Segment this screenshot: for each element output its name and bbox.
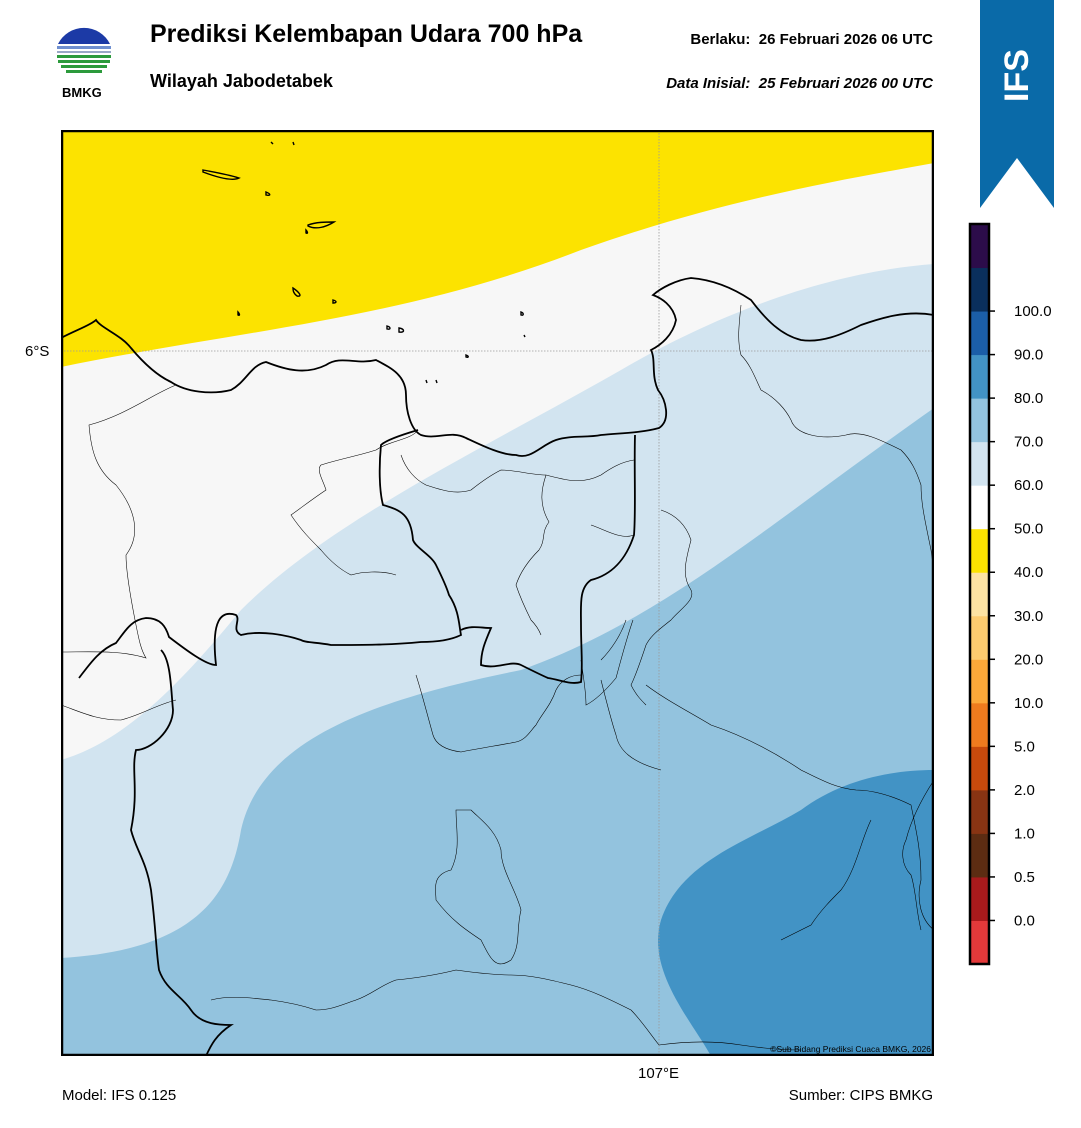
colorbar-segment — [970, 920, 989, 965]
colorbar-tick-label: 60.0 — [1014, 477, 1043, 494]
colorbar-tick-label: 20.0 — [1014, 651, 1043, 668]
colorbar-segment — [970, 485, 989, 530]
colorbar-segment — [970, 876, 989, 921]
valid-label: Berlaku: — [690, 31, 751, 48]
colorbar-segment — [970, 833, 989, 878]
colorbar-segment — [970, 311, 989, 356]
colorbar-frame — [968, 222, 991, 966]
regency-borders — [61, 304, 934, 1051]
colorbar-segment — [970, 267, 989, 312]
band-80-90 — [657, 770, 934, 1056]
colorbar-tick-label: 1.0 — [1014, 825, 1035, 842]
colorbar: 0.0 0.5 1.0 2.0 5.0 10.0 20.0 30.0 40.0 50.0 60.0 7… — [968, 222, 1052, 966]
source-label: Sumber: CIPS BMKG — [788, 1087, 933, 1104]
colorbar-segment — [970, 224, 989, 269]
colorbar-tick-label: 5.0 — [1014, 738, 1035, 755]
colorbar-tick-label: 50.0 — [1014, 521, 1043, 538]
humidity-map: ©Sub Bidang Prediksi Cuaca BMKG, 2026 — [61, 130, 934, 1056]
colorbar-tick-label: 2.0 — [1014, 782, 1035, 799]
colorbar-tick-label: 40.0 — [1014, 564, 1043, 581]
colorbar-tick-label: 0.5 — [1014, 869, 1035, 886]
init-value: 25 Februari 2026 00 UTC — [758, 75, 933, 92]
map-copyright: ©Sub Bidang Prediksi Cuaca BMKG, 2026 — [770, 1044, 931, 1054]
colorbar-segment — [970, 528, 989, 573]
colorbar-ticks: 0.0 0.5 1.0 2.0 5.0 10.0 20.0 30.0 40.0 50.0 60.0 7… — [989, 303, 1052, 929]
islands — [202, 141, 526, 384]
model-ribbon — [980, 0, 1054, 208]
colorbar-segments — [970, 224, 989, 965]
colorbar-tick-label: 100.0 — [1014, 303, 1052, 320]
bmkg-logo-icon — [54, 23, 114, 83]
logo-text: BMKG — [62, 85, 102, 100]
colorbar-tick-label: 10.0 — [1014, 695, 1043, 712]
init-label: Data Inisial: — [666, 75, 751, 92]
page-title: Prediksi Kelembapan Udara 700 hPa — [150, 20, 583, 48]
coastline — [61, 277, 934, 457]
colorbar-segment — [970, 354, 989, 399]
init-time: Data Inisial: 25 Februari 2026 00 UTC — [666, 75, 933, 92]
colorbar-tick-label: 90.0 — [1014, 347, 1043, 364]
bmkg-logo — [52, 20, 116, 86]
province-borders — [78, 429, 636, 1056]
colorbar-segment — [970, 572, 989, 617]
colorbar-segment — [970, 615, 989, 660]
map-frame — [61, 130, 934, 1056]
colorbar-tick-label: 70.0 — [1014, 434, 1043, 451]
colorbar-segment — [970, 702, 989, 747]
colorbar-segment — [970, 441, 989, 486]
valid-time: Berlaku: 26 Februari 2026 06 UTC — [690, 31, 933, 48]
colorbar-segment — [970, 398, 989, 443]
colorbar-segment — [970, 659, 989, 704]
ribbon-label: IFS — [997, 48, 1036, 102]
colorbar-tick-label: 30.0 — [1014, 608, 1043, 625]
lat-label: 6°S — [25, 343, 50, 360]
colorbar-tick-label: 0.0 — [1014, 912, 1035, 929]
colorbar-segment — [970, 746, 989, 791]
valid-value: 26 Februari 2026 06 UTC — [758, 31, 933, 48]
colorbar-segment — [970, 789, 989, 834]
lon-label: 107°E — [638, 1065, 680, 1082]
colorbar-tick-label: 80.0 — [1014, 390, 1043, 407]
page-subtitle: Wilayah Jabodetabek — [150, 71, 333, 91]
model-label: Model: IFS 0.125 — [62, 1087, 177, 1104]
